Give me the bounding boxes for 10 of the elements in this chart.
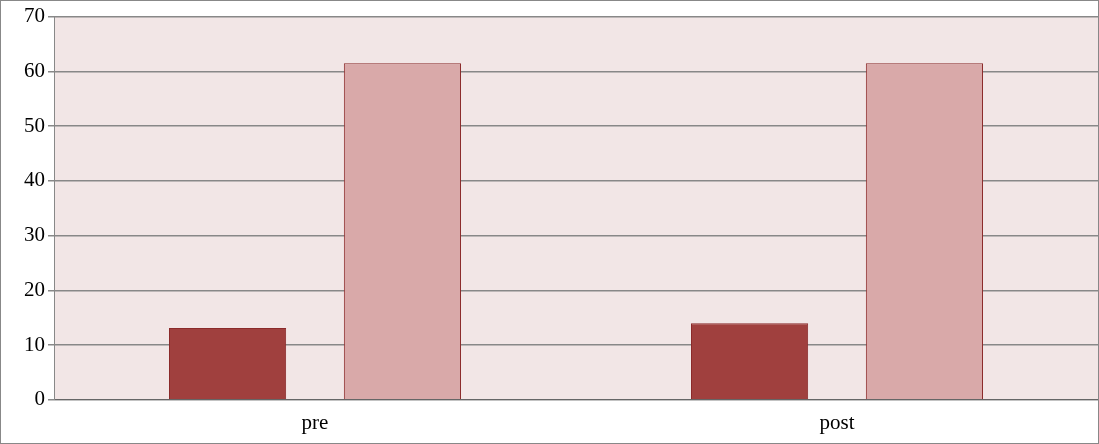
x-tick-label: post [819, 409, 855, 434]
y-tick-label: 30 [24, 222, 45, 247]
x-tick-label: pre [301, 409, 329, 434]
y-tick-label: 10 [24, 331, 45, 356]
y-tick-label: 50 [24, 112, 45, 137]
y-tick-label: 60 [24, 57, 45, 82]
y-tick-label: 70 [24, 3, 45, 28]
y-tick-label: 0 [34, 386, 45, 411]
y-tick-label: 20 [24, 276, 45, 301]
y-tick-label: 40 [24, 167, 45, 192]
